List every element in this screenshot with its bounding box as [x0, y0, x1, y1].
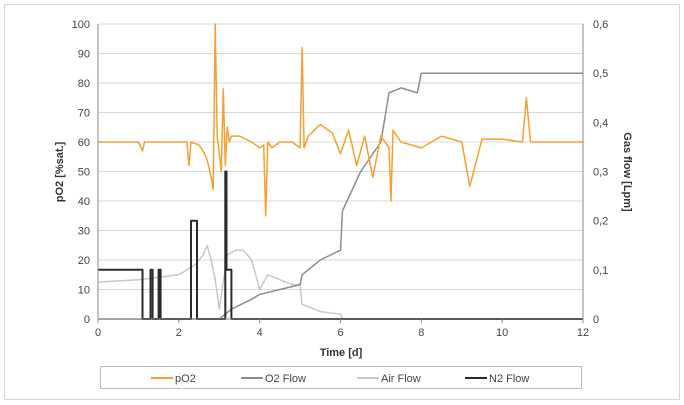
y-right-tick-label: 0,1: [593, 265, 608, 277]
legend-label-po2: pO2: [175, 373, 196, 385]
x-axis-title: Time [d]: [320, 347, 363, 359]
y-left-tick-label: 10: [78, 285, 90, 297]
x-tick-label: 10: [496, 327, 508, 339]
chart-frame: [4, 4, 680, 400]
y-left-tick-label: 50: [78, 167, 90, 179]
x-tick-label: 0: [95, 327, 101, 339]
x-tick-label: 6: [337, 327, 343, 339]
y-right-tick-label: 0,3: [593, 167, 608, 179]
y-right-tick-label: 0,2: [593, 216, 608, 228]
y-left-tick-label: 20: [78, 255, 90, 267]
legend-label-o2-flow: O2 Flow: [265, 373, 306, 385]
x-tick-label: 12: [577, 327, 589, 339]
series-line-air-flow: [97, 244, 583, 320]
y-left-tick-label: 90: [78, 49, 90, 61]
y-right-tick-label: 0,4: [593, 117, 608, 129]
series-line-po2: [98, 23, 583, 217]
y-axis-right-title: Gas flow [Lpm]: [621, 132, 633, 212]
y-right-tick-label: 0: [593, 314, 599, 326]
axes: [97, 24, 584, 323]
y-left-tick-label: 100: [72, 19, 90, 31]
y-left-tick-label: 30: [78, 226, 90, 238]
legend-label-air-flow: Air Flow: [381, 373, 421, 385]
y-left-tick-label: 40: [78, 196, 90, 208]
y-left-tick-label: 70: [78, 108, 90, 120]
tick-labels: 010203040506070809010000,10,20,30,40,50,…: [72, 19, 609, 339]
y-axis-left-title: pO2 [%sat.]: [54, 141, 66, 202]
series-line-o2-flow: [98, 72, 583, 320]
y-right-tick-label: 0,6: [593, 19, 608, 31]
legend: pO2 O2 Flow Air Flow N2 Flow: [151, 373, 529, 385]
y-right-tick-label: 0,5: [593, 68, 608, 80]
y-left-tick-label: 60: [78, 137, 90, 149]
x-tick-label: 4: [257, 327, 263, 339]
x-tick-label: 8: [418, 327, 424, 339]
legend-box: [100, 366, 582, 389]
x-tick-label: 2: [176, 327, 182, 339]
y-left-tick-label: 80: [78, 78, 90, 90]
legend-label-n2-flow: N2 Flow: [489, 373, 529, 385]
y-left-tick-label: 0: [84, 314, 90, 326]
